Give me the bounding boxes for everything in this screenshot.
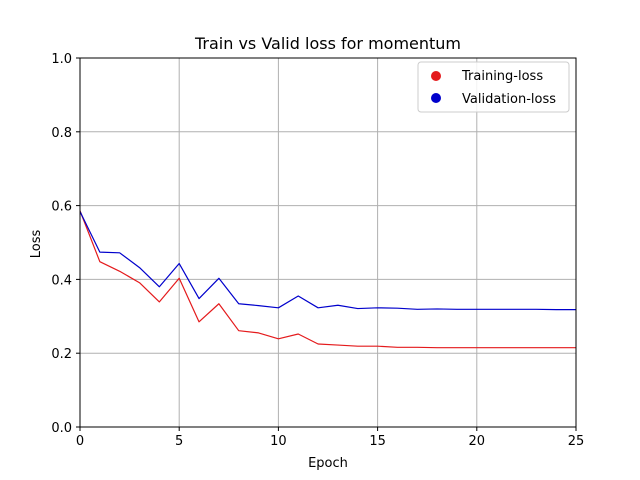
x-tick-label: 5 — [175, 434, 183, 449]
y-tick-label: 0.6 — [51, 200, 72, 215]
legend-label-validation: Validation-loss — [462, 92, 556, 107]
y-tick-label: 0.8 — [51, 126, 72, 141]
legend-label-training: Training-loss — [461, 69, 543, 84]
x-tick-label: 15 — [369, 434, 386, 449]
x-tick-label: 20 — [469, 434, 486, 449]
y-tick-label: 0.2 — [51, 347, 72, 362]
chart-title: Train vs Valid loss for momentum — [194, 34, 461, 53]
axis-ticks: 0 5 10 15 20 25 0.0 0.2 0.4 0.6 0.8 1.0 — [51, 52, 584, 449]
legend-marker-training — [431, 71, 441, 81]
x-tick-label: 10 — [270, 434, 287, 449]
y-tick-label: 1.0 — [51, 52, 72, 67]
legend-box — [417, 61, 570, 113]
validation-loss-line — [79, 211, 576, 311]
legend-marker-validation — [431, 93, 441, 103]
y-axis-label: Loss — [29, 230, 44, 259]
y-tick-label: 0.0 — [51, 421, 72, 436]
grid — [79, 57, 577, 428]
legend: Training-loss Validation-loss — [417, 61, 570, 113]
x-tick-label: 25 — [568, 434, 585, 449]
y-tick-label: 0.4 — [51, 273, 72, 288]
plot-series — [79, 210, 576, 349]
x-axis-label: Epoch — [308, 456, 348, 471]
training-loss-line — [79, 210, 576, 349]
x-tick-label: 0 — [76, 434, 84, 449]
plot-frame — [79, 57, 577, 428]
